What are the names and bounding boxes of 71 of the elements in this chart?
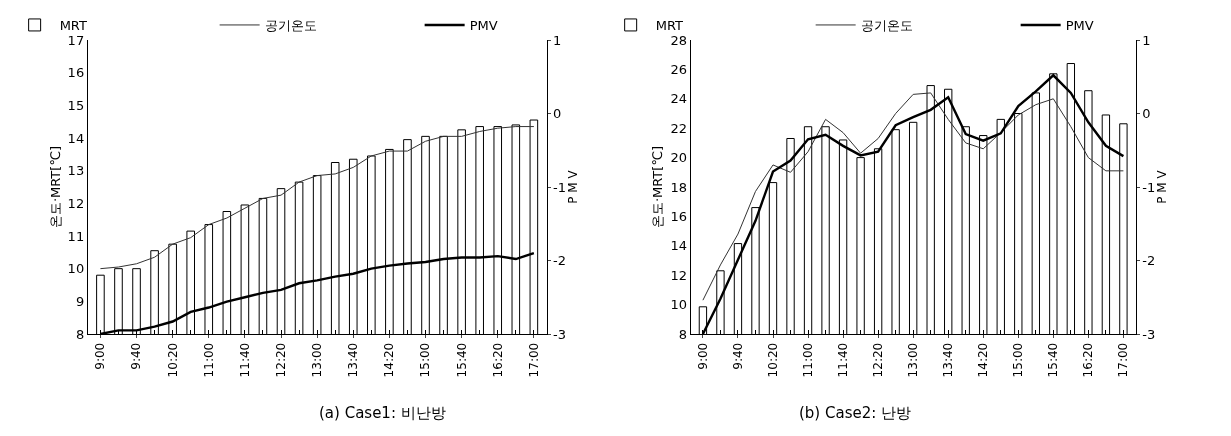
y-tick-label: 9 bbox=[75, 293, 85, 309]
x-tick-label: 9:00 bbox=[93, 342, 108, 370]
x-tick-label: 13:00 bbox=[310, 342, 325, 378]
x-tick-label: 12:20 bbox=[273, 342, 288, 378]
y-tick-label: 12 bbox=[67, 195, 85, 211]
y2-tick-label: -3 bbox=[1142, 326, 1156, 342]
x-tick-label: 15:40 bbox=[1046, 342, 1061, 378]
y2-tick-label: -1 bbox=[553, 179, 567, 195]
legend-label: MRT bbox=[655, 18, 683, 34]
x-tick-label: 15:40 bbox=[454, 342, 469, 378]
x-tick-label: 13:40 bbox=[346, 342, 361, 378]
x-tick-label: 14:20 bbox=[976, 342, 991, 378]
y2-axis-title: P M V bbox=[566, 169, 581, 204]
y2-tick-label: 0 bbox=[553, 106, 562, 122]
y2-tick-label: 1 bbox=[1142, 32, 1151, 48]
text: (a) Case1: 비난방 bbox=[319, 404, 446, 422]
x-tick-label: 11:40 bbox=[835, 342, 850, 378]
y-tick-label: 24 bbox=[670, 91, 688, 107]
y2-tick-label: -2 bbox=[1142, 253, 1156, 269]
x-tick-label: 16:20 bbox=[1081, 342, 1096, 378]
line-series bbox=[99, 126, 535, 270]
y2-tick-label: -3 bbox=[553, 326, 567, 342]
x-tick-label: 14:20 bbox=[382, 342, 397, 378]
y-tick-label: 14 bbox=[67, 130, 85, 146]
y-tick-label: 26 bbox=[670, 61, 688, 77]
x-tick-label: 13:00 bbox=[906, 342, 921, 378]
y-tick-label: 22 bbox=[670, 120, 688, 136]
y-tick-label: 8 bbox=[75, 326, 85, 342]
y2-tick-label: -2 bbox=[553, 253, 567, 269]
y2-tick-label: 0 bbox=[1142, 106, 1151, 122]
legend-label: 공기온도 bbox=[264, 18, 317, 34]
y-axis-title: 온도·MRT[℃] bbox=[650, 145, 666, 229]
x-tick-label: 11:00 bbox=[800, 342, 815, 378]
legend-label: PMV bbox=[469, 18, 498, 34]
y-tick-label: 10 bbox=[670, 297, 688, 313]
y-tick-label: 28 bbox=[670, 32, 688, 48]
y2-axis-title: P M V bbox=[1155, 169, 1170, 204]
x-tick-label: 9:40 bbox=[129, 342, 144, 370]
x-tick-label: 17:00 bbox=[1116, 342, 1131, 378]
y-tick-label: 13 bbox=[67, 163, 85, 179]
x-tick-label: 15:00 bbox=[418, 342, 433, 378]
y-tick-label: 15 bbox=[67, 97, 85, 113]
y-tick-label: 12 bbox=[670, 267, 688, 283]
x-tick-label: 16:20 bbox=[490, 342, 505, 378]
x-tick-label: 11:40 bbox=[237, 342, 252, 378]
y-tick-label: 16 bbox=[670, 208, 688, 224]
y-tick-label: 20 bbox=[670, 150, 688, 166]
x-tick-label: 11:00 bbox=[201, 342, 216, 378]
y2-tick-label: 1 bbox=[553, 32, 562, 48]
x-tick-label: 17:00 bbox=[526, 342, 541, 378]
legend-label: MRT bbox=[59, 18, 87, 34]
y-tick-label: 16 bbox=[67, 65, 85, 81]
legend-label: PMV bbox=[1065, 18, 1094, 34]
x-tick-label: 9:40 bbox=[730, 342, 745, 370]
line-series bbox=[702, 92, 1124, 301]
x-tick-label: 10:20 bbox=[165, 342, 180, 378]
x-tick-label: 12:20 bbox=[871, 342, 886, 378]
y-tick-label: 18 bbox=[670, 179, 688, 195]
y2-tick-label: -1 bbox=[1142, 179, 1156, 195]
y-tick-label: 17 bbox=[67, 32, 85, 48]
y-tick-label: 10 bbox=[67, 261, 85, 277]
x-tick-label: 9:00 bbox=[695, 342, 710, 370]
y-tick-label: 14 bbox=[670, 238, 688, 254]
legend-label: 공기온도 bbox=[860, 18, 913, 34]
y-tick-label: 11 bbox=[67, 228, 85, 244]
y-axis-title: 온도·MRT[℃] bbox=[47, 145, 63, 229]
y-tick-label: 8 bbox=[678, 326, 688, 342]
x-tick-label: 10:20 bbox=[765, 342, 780, 378]
x-tick-label: 13:40 bbox=[941, 342, 956, 378]
text: (b) Case2: 난방 bbox=[799, 404, 912, 422]
x-tick-label: 15:00 bbox=[1011, 342, 1026, 378]
